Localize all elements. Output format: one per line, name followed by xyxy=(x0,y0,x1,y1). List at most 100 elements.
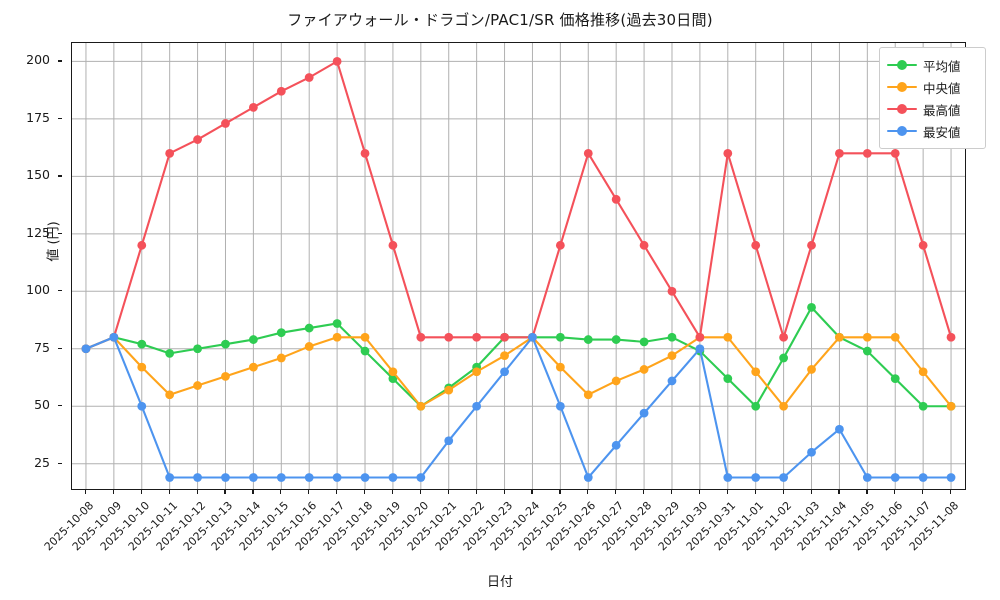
data-point xyxy=(555,362,565,372)
data-point xyxy=(807,302,816,312)
y-tick-label: 175 xyxy=(26,109,50,125)
data-point xyxy=(918,401,928,411)
data-point xyxy=(221,339,230,349)
data-point xyxy=(918,367,928,377)
data-point xyxy=(360,346,370,356)
legend-item-1[interactable]: 中央値 xyxy=(887,76,977,98)
data-point xyxy=(751,240,761,250)
x-axis-tick-labels: 2025-10-08 2025-10-09 2025-10-10 2025-10-11… xyxy=(0,490,1000,580)
series-3 xyxy=(81,332,956,482)
data-point xyxy=(779,473,789,482)
data-point xyxy=(276,328,286,338)
data-point xyxy=(472,367,482,377)
data-point xyxy=(611,194,621,204)
data-point xyxy=(221,119,230,128)
series-layer xyxy=(81,56,956,482)
data-point xyxy=(890,374,900,384)
data-point xyxy=(444,385,454,395)
data-point xyxy=(472,332,482,342)
x-tick-mark xyxy=(196,490,198,494)
data-point xyxy=(639,365,649,374)
data-point xyxy=(137,362,147,372)
data-point xyxy=(890,332,900,342)
x-tick-mark xyxy=(280,490,282,494)
x-tick-mark xyxy=(168,490,170,494)
data-point xyxy=(583,335,593,344)
x-tick-mark xyxy=(252,490,254,494)
data-point xyxy=(807,365,816,374)
x-tick-mark xyxy=(698,490,701,494)
data-point xyxy=(360,148,370,158)
data-point xyxy=(835,148,844,158)
data-point xyxy=(388,473,398,482)
x-tick-mark xyxy=(587,490,589,494)
data-point xyxy=(890,148,900,158)
x-axis-label: 日付 xyxy=(486,575,513,590)
legend-marker-icon xyxy=(887,58,917,72)
data-point xyxy=(193,135,202,144)
y-tick-label: 150 xyxy=(26,167,50,183)
data-point xyxy=(500,367,509,377)
data-point xyxy=(583,473,593,482)
data-point xyxy=(500,351,509,361)
data-point xyxy=(667,376,677,386)
data-point xyxy=(751,401,761,411)
x-tick-mark xyxy=(531,490,533,494)
data-point xyxy=(332,473,342,482)
data-point xyxy=(388,374,398,384)
data-point xyxy=(555,332,565,342)
legend-marker-icon xyxy=(887,102,917,116)
data-point xyxy=(779,332,789,342)
data-point xyxy=(862,332,872,342)
series-0 xyxy=(81,302,956,411)
data-point xyxy=(444,436,454,446)
data-point xyxy=(611,376,621,386)
data-point xyxy=(193,381,202,390)
x-tick-mark xyxy=(140,490,142,494)
x-tick-mark xyxy=(112,490,115,494)
data-point xyxy=(416,473,426,482)
data-point xyxy=(639,337,649,347)
data-point xyxy=(360,473,370,482)
legend-item-0[interactable]: 平均値 xyxy=(887,54,977,76)
data-point xyxy=(193,344,202,354)
data-point xyxy=(946,473,956,482)
data-point xyxy=(555,240,565,250)
data-point xyxy=(276,86,286,96)
data-point xyxy=(332,332,342,342)
x-tick-mark xyxy=(308,490,310,494)
data-point xyxy=(416,332,426,342)
legend-item-label: 平均値 xyxy=(923,58,961,74)
legend-item-3[interactable]: 最安値 xyxy=(887,120,977,142)
legend-item-label: 中央値 xyxy=(923,80,961,96)
series-line xyxy=(84,336,953,408)
data-point xyxy=(723,473,733,482)
data-point xyxy=(890,473,900,482)
data-point xyxy=(751,367,761,377)
data-point xyxy=(165,473,175,482)
series-1 xyxy=(81,332,956,411)
data-point xyxy=(388,367,398,377)
legend-item-2[interactable]: 最高値 xyxy=(887,98,977,120)
gridlines xyxy=(72,43,965,489)
data-point xyxy=(248,335,258,344)
data-point xyxy=(304,323,314,333)
data-point xyxy=(723,332,733,342)
series-2 xyxy=(81,56,956,354)
data-point xyxy=(388,240,398,250)
x-tick-mark xyxy=(475,490,477,494)
data-point xyxy=(304,473,314,482)
x-tick-mark xyxy=(922,490,924,494)
data-point xyxy=(862,346,872,356)
chart-legend: 平均値中央値最高値 最安値 xyxy=(879,47,986,149)
x-tick-mark xyxy=(866,490,868,494)
data-point xyxy=(221,473,230,482)
data-point xyxy=(304,342,314,351)
data-point xyxy=(695,344,705,354)
y-tick-mark xyxy=(58,117,62,120)
data-point xyxy=(918,240,928,250)
data-point xyxy=(472,401,482,411)
data-point xyxy=(500,332,509,342)
data-point xyxy=(723,374,733,384)
